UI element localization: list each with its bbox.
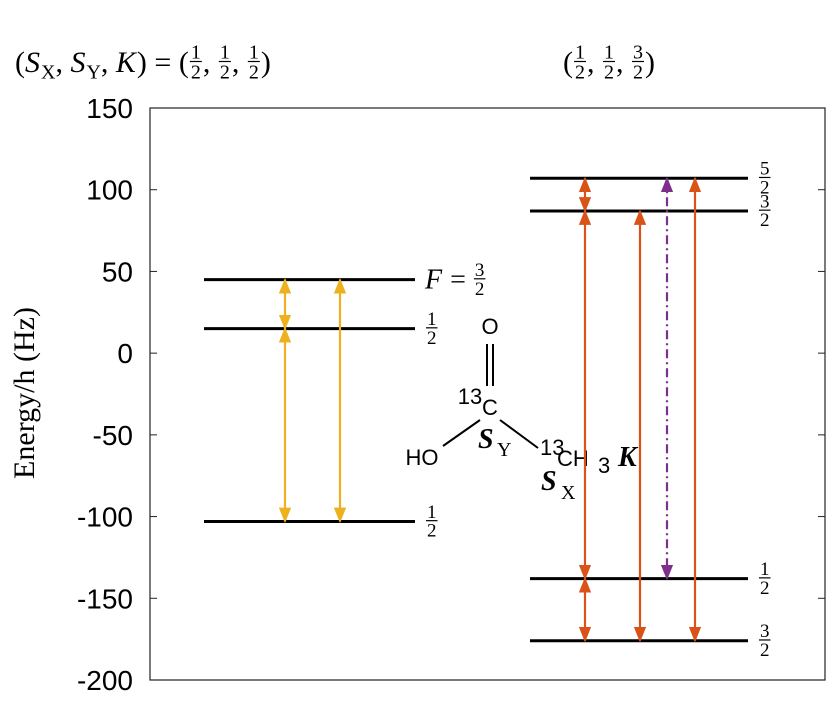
fraction-numerator: 3 [760, 621, 770, 642]
fraction-denominator: 2 [633, 62, 643, 84]
y-tick-label: 0 [117, 338, 133, 369]
atom: HO [406, 445, 439, 470]
y-tick-label: 100 [86, 175, 133, 206]
fraction-denominator: 2 [427, 521, 437, 542]
fraction-numerator: 3 [475, 260, 485, 281]
atom: O [481, 314, 498, 339]
math-variable: F [424, 265, 443, 296]
fraction-numerator: 1 [575, 42, 585, 64]
math-text: , [203, 46, 218, 79]
math-text: , [55, 46, 70, 79]
math-variable: S [70, 46, 85, 79]
math-text: ( [15, 46, 25, 79]
fraction-denominator: 2 [191, 62, 201, 84]
mass-number: 13 [458, 384, 482, 409]
plot-frame [149, 107, 826, 681]
math-text: ) = ( [137, 46, 189, 79]
y-tick-label: -150 [77, 583, 133, 614]
y-tick-label: 50 [102, 256, 133, 287]
spin-label: S [478, 424, 494, 455]
y-tick-label: -200 [77, 665, 133, 696]
bond [499, 419, 539, 449]
mass-number: 13 [540, 435, 564, 460]
fraction-denominator: 2 [575, 62, 585, 84]
math-subscript: Y [86, 62, 100, 84]
fraction-numerator: 1 [191, 42, 201, 64]
math-variable: K [115, 46, 138, 79]
math-text: ) [645, 46, 655, 79]
spin-label: K [617, 442, 639, 473]
math-text: , [587, 46, 602, 79]
fraction-denominator: 2 [249, 62, 259, 84]
fraction-denominator: 2 [760, 177, 770, 198]
bond [442, 419, 481, 447]
fraction-denominator: 2 [760, 640, 770, 661]
fraction-denominator: 2 [604, 62, 614, 84]
math-text: , [101, 46, 116, 79]
fraction-denominator: 2 [760, 210, 770, 231]
molecule: O 13 C HO S Y 13 CH 3 K S X [406, 314, 640, 504]
fraction-numerator: 1 [427, 502, 437, 523]
spin-subscript: X [561, 482, 576, 504]
atom-subscript: 3 [598, 453, 610, 478]
fraction-denominator: 2 [475, 279, 485, 300]
fraction-numerator: 1 [604, 42, 614, 64]
fraction-numerator: 5 [760, 159, 770, 180]
y-tick-label: 150 [86, 93, 133, 124]
fraction-numerator: 3 [633, 42, 643, 64]
fraction-denominator: 2 [427, 328, 437, 349]
fraction-numerator: 1 [220, 42, 230, 64]
spin-subscript: Y [497, 439, 511, 461]
math-text: = [443, 265, 473, 296]
y-tick-label: -50 [93, 420, 133, 451]
math-text: , [232, 46, 247, 79]
y-axis-label: Energy/h (Hz) [8, 307, 41, 479]
spin-label: S [541, 466, 557, 497]
fraction-numerator: 3 [760, 191, 770, 212]
math-variable: S [25, 46, 40, 79]
fraction-denominator: 2 [220, 62, 230, 84]
fraction-numerator: 1 [760, 559, 770, 580]
math-text: , [616, 46, 631, 79]
fraction-numerator: 1 [249, 42, 259, 64]
fraction-numerator: 1 [427, 309, 437, 330]
math-text: ( [563, 46, 573, 79]
y-tick-label: -100 [77, 502, 133, 533]
atom: C [482, 395, 498, 420]
math-text: ) [261, 46, 271, 79]
fraction-denominator: 2 [760, 578, 770, 599]
math-subscript: X [41, 62, 56, 84]
